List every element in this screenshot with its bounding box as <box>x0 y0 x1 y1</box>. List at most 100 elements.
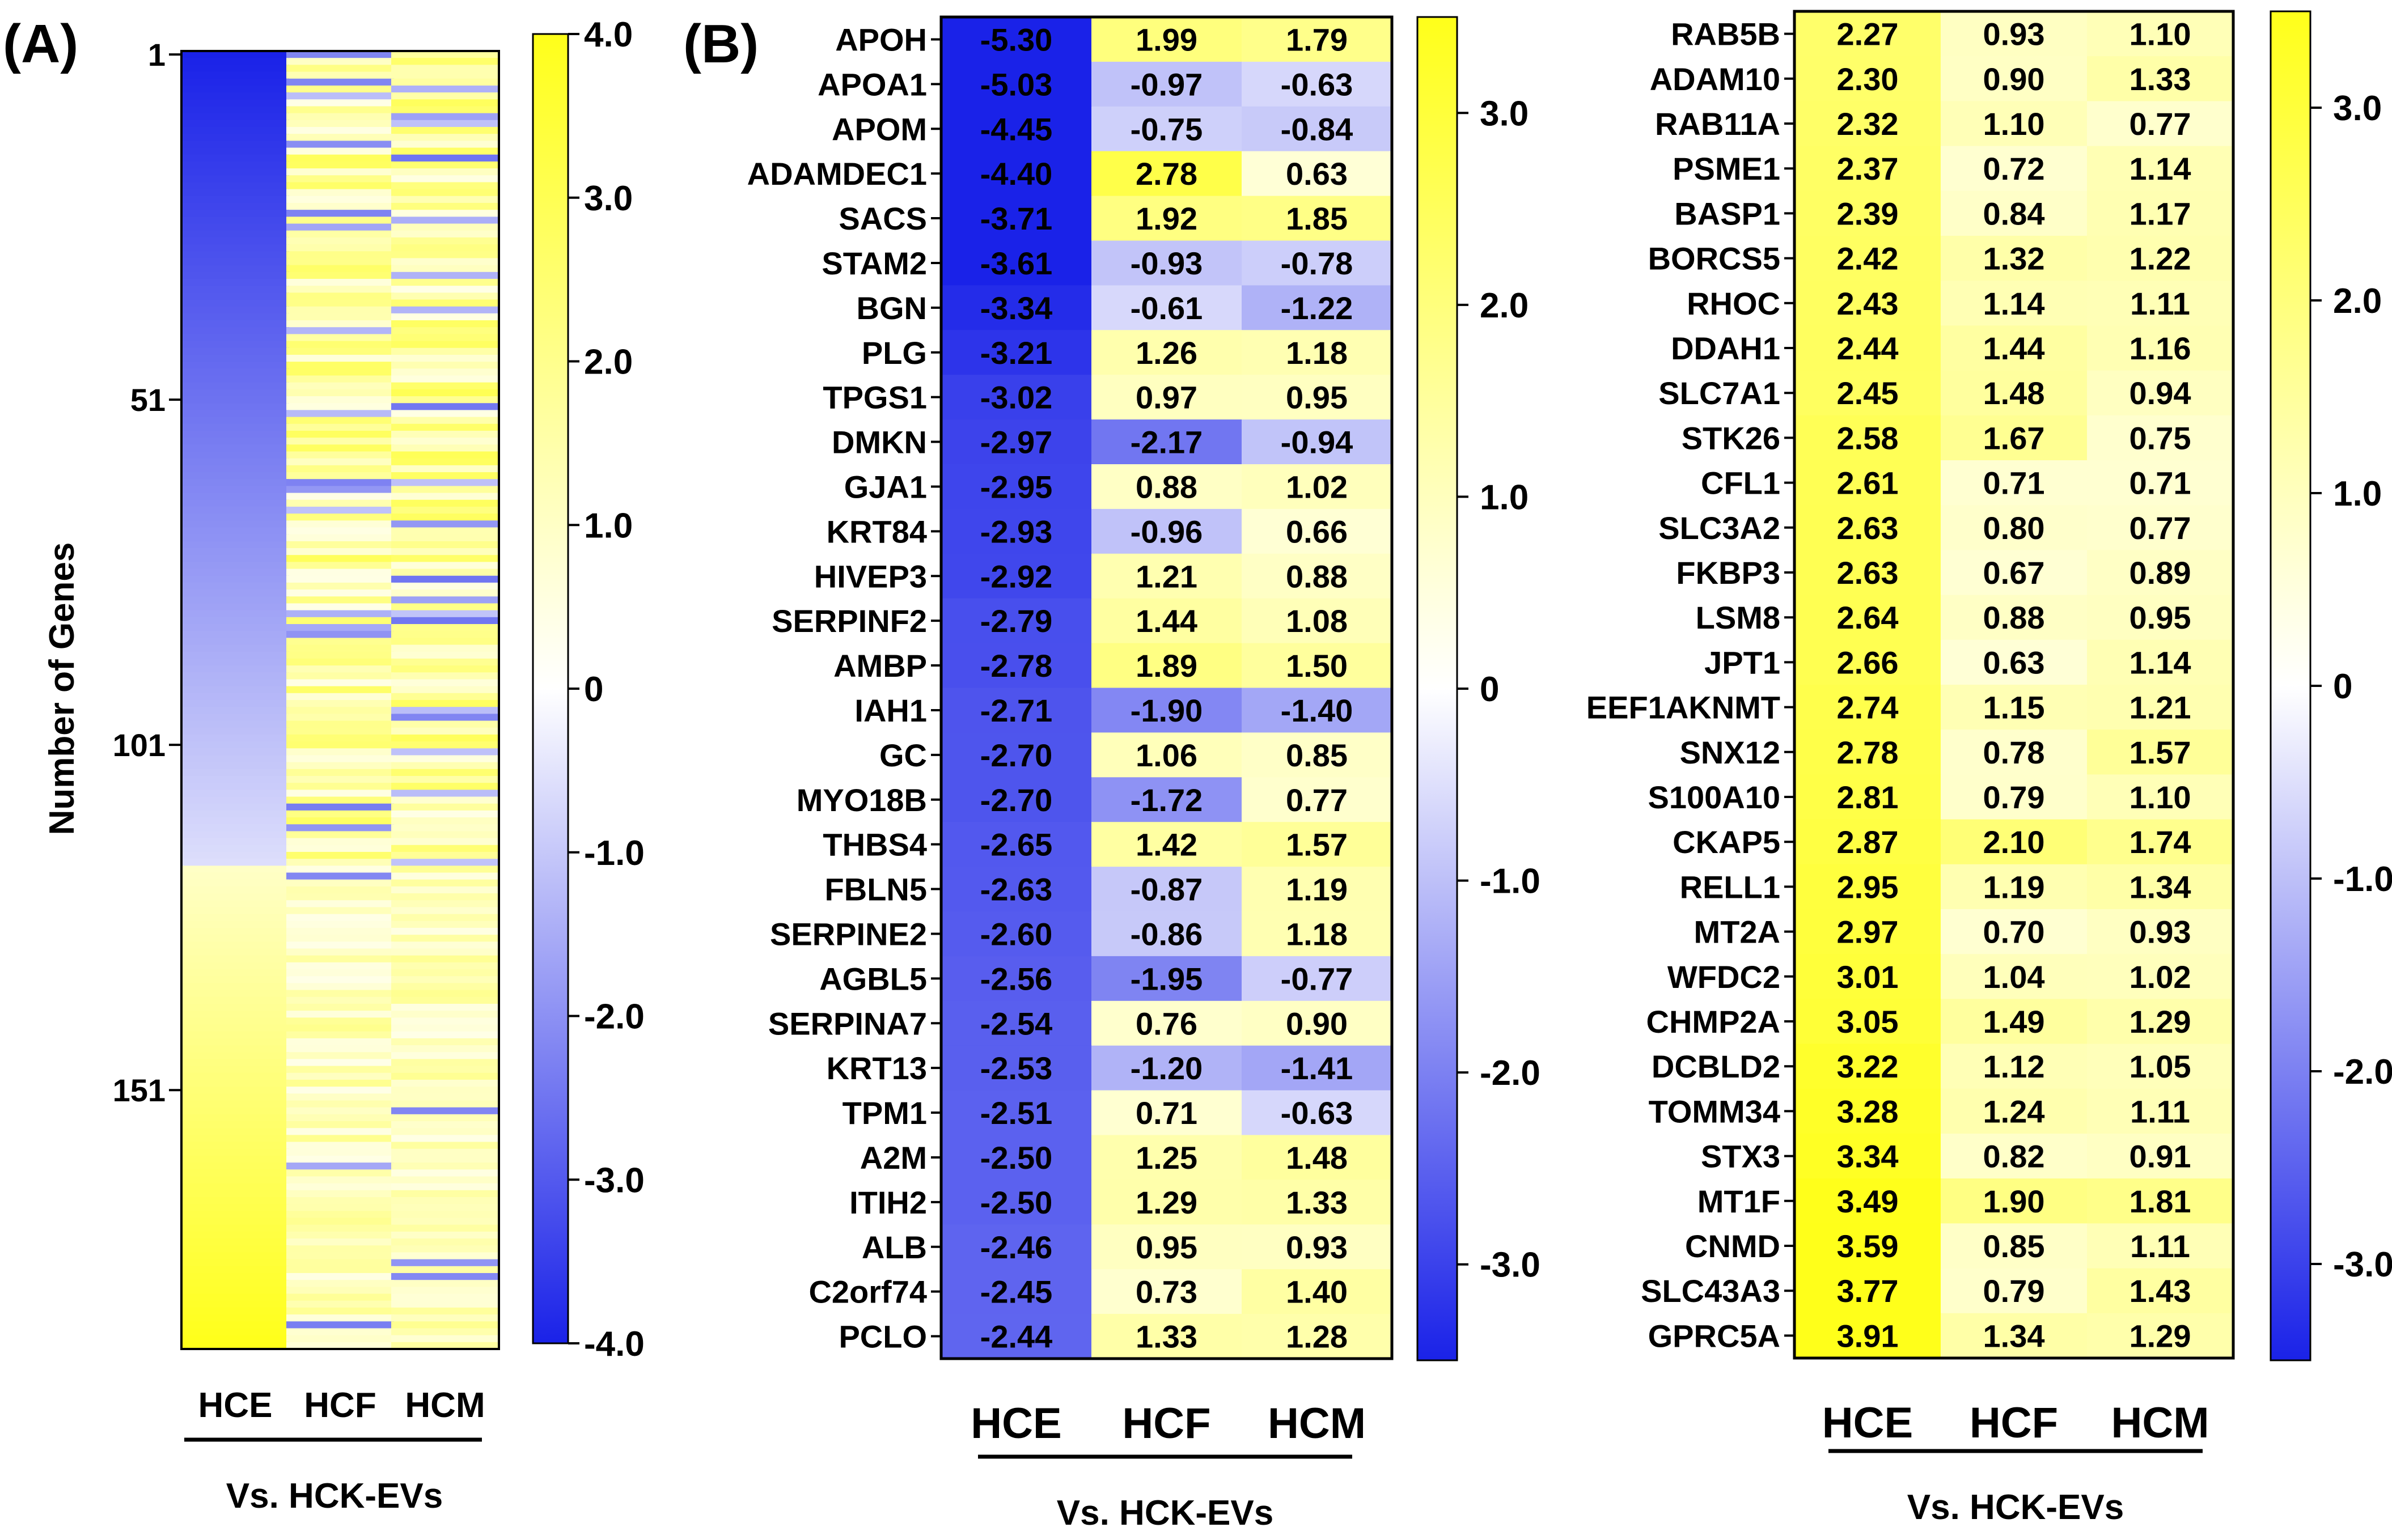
heatmap-cell <box>391 1252 499 1260</box>
gene-label: SACS <box>839 201 927 236</box>
heatmap-cell <box>286 575 394 583</box>
heatmap-cell <box>181 582 289 590</box>
heatmap-cell <box>286 693 394 701</box>
cell-value-label: 0.95 <box>1136 1229 1197 1265</box>
heatmap-cell <box>391 320 499 328</box>
heatmap-cell <box>391 790 499 797</box>
heatmap-cell <box>286 1087 394 1094</box>
heatmap-cell <box>1091 777 1242 822</box>
cell-value-label: -2.44 <box>980 1319 1053 1355</box>
heatmap-cell <box>286 569 394 576</box>
heatmap-cell <box>1794 101 1941 147</box>
cell-value-label: 1.34 <box>2129 869 2191 905</box>
heatmap-cell <box>1941 1178 2088 1224</box>
cell-value-label: 2.37 <box>1837 151 1899 186</box>
heatmap-cell <box>391 230 499 238</box>
cell-value-label: 0.89 <box>2129 555 2191 591</box>
heatmap-cell <box>1941 236 2088 281</box>
y-tick-label: 151 <box>113 1072 166 1108</box>
cell-value-label: -1.20 <box>1131 1050 1203 1086</box>
gene-label: PSME1 <box>1673 151 1780 186</box>
heatmap-cell <box>286 1217 394 1225</box>
heatmap-cell <box>391 438 499 446</box>
panel-a-frame <box>180 50 500 1350</box>
heatmap-cell <box>1794 415 1941 461</box>
heatmap-cell <box>1794 729 1941 775</box>
heatmap-cell <box>181 278 289 286</box>
cell-value-label: -0.75 <box>1131 111 1203 147</box>
heatmap-cell <box>181 575 289 583</box>
heatmap-cell <box>181 58 289 66</box>
heatmap-cell <box>181 271 289 279</box>
heatmap-cell <box>286 589 394 597</box>
heatmap-cell <box>181 1142 289 1149</box>
heatmap-cell <box>181 907 289 915</box>
heatmap-cell <box>286 541 394 549</box>
heatmap-cell <box>286 927 394 935</box>
cell-value-label: 0.93 <box>1286 1229 1348 1265</box>
gene-label: SLC7A1 <box>1658 375 1780 411</box>
heatmap-cell <box>1794 1313 1941 1359</box>
heatmap-cell <box>286 306 394 314</box>
x-axis-label: HCF <box>1970 1399 2058 1447</box>
heatmap-cell <box>181 147 289 155</box>
x-axis-label: HCM <box>2111 1399 2209 1447</box>
cell-value-label: 1.44 <box>1983 330 2045 366</box>
heatmap-cell <box>286 141 394 149</box>
gene-label: RELL1 <box>1680 869 1780 905</box>
heatmap-cell <box>1091 330 1242 375</box>
heatmap-cell <box>286 1190 394 1198</box>
heatmap-cell <box>286 320 394 328</box>
heatmap-cell <box>1242 375 1392 420</box>
heatmap-cell <box>286 1003 394 1011</box>
cell-value-label: 0.90 <box>1983 61 2045 97</box>
heatmap-cell <box>181 341 289 349</box>
cell-value-label: 0.95 <box>2129 600 2191 635</box>
heatmap-cell <box>181 458 289 466</box>
heatmap-cell <box>181 1176 289 1184</box>
cell-value-label: 1.19 <box>1286 872 1348 907</box>
heatmap-cell <box>941 240 1092 286</box>
colorbar-tick-label: -2.0 <box>2333 1053 2392 1092</box>
heatmap-cell <box>181 900 289 908</box>
heatmap-cell <box>181 292 289 300</box>
heatmap-cell <box>286 189 394 197</box>
heatmap-cell <box>286 679 394 687</box>
colorbar-tick-label: 3.0 <box>2333 89 2382 128</box>
heatmap-cell <box>286 1045 394 1053</box>
gene-label: SERPINA7 <box>768 1006 927 1041</box>
heatmap-cell <box>2087 460 2234 506</box>
gene-label: FBLN5 <box>825 872 927 907</box>
heatmap-cell <box>391 838 499 846</box>
cell-value-label: 0.79 <box>1983 779 2045 815</box>
heatmap-cell <box>286 147 394 155</box>
heatmap-cell <box>941 419 1092 465</box>
cell-value-label: -0.77 <box>1281 961 1353 996</box>
heatmap-cell <box>391 147 499 155</box>
heatmap-cell <box>286 838 394 846</box>
cell-value-label: 1.34 <box>1983 1318 2045 1354</box>
heatmap-cell <box>2087 774 2234 820</box>
heatmap-cell <box>286 389 394 397</box>
heatmap-cell <box>181 410 289 418</box>
heatmap-cell <box>2087 505 2234 550</box>
heatmap-cell <box>1794 236 1941 281</box>
heatmap-cell <box>286 403 394 411</box>
colorbar-tick-label: 0 <box>584 670 603 709</box>
gene-label: GC <box>879 737 927 773</box>
cell-value-label: 0.88 <box>1136 469 1197 504</box>
heatmap-cell <box>941 643 1092 689</box>
cell-value-label: 1.57 <box>2129 735 2191 770</box>
panel-b: (B) -5.30 1.99 1.79 APOH -5.03 -0.97 -0.63 APOA… <box>683 10 2392 1533</box>
gene-label: BORCS5 <box>1648 241 1780 277</box>
heatmap-cell <box>941 867 1092 912</box>
heatmap-cell <box>391 748 499 756</box>
cell-value-label: 0.77 <box>2129 106 2191 142</box>
panel-b-left-group-label: Vs. HCK-EVs <box>1057 1494 1273 1533</box>
cell-value-label: 1.04 <box>1983 959 2045 995</box>
heatmap-cell <box>181 92 289 100</box>
heatmap-cell <box>286 1142 394 1149</box>
heatmap-cell <box>1794 864 1941 910</box>
heatmap-cell <box>391 969 499 977</box>
heatmap-cell <box>391 845 499 852</box>
